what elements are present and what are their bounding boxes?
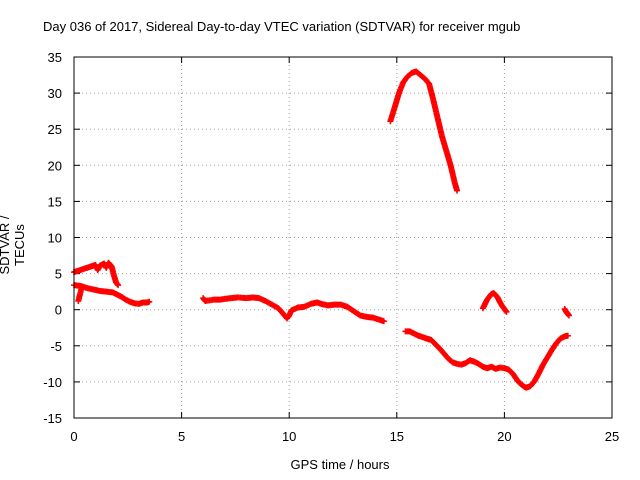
data-point [503,308,510,315]
data-point [146,298,153,305]
y-tick-label: -15 [43,411,62,426]
x-tick-label: 15 [390,429,404,444]
y-tick-label: 10 [48,231,62,246]
data-point [454,187,461,194]
series-seg-early-upper [71,259,122,289]
y-tick-label: -5 [50,339,62,354]
x-tick-label: 20 [497,429,511,444]
data-point [380,318,387,325]
x-tick-label: 0 [70,429,77,444]
data-point [564,332,571,339]
y-tick-label: 25 [48,122,62,137]
chart-title: Day 036 of 2017, Sidereal Day-to-day VTE… [43,19,521,34]
x-axis-label: GPS time / hours [290,457,390,472]
y-tick-label: 30 [48,86,62,101]
data-marks [71,68,572,391]
x-tick-label: 25 [605,429,619,444]
grid [74,57,612,418]
plot-frame [73,56,613,419]
x-tick-label: 5 [178,429,185,444]
series-seg-mid [200,294,387,325]
y-tick-label: -10 [43,375,62,390]
series-seg-bump [479,290,510,315]
y-tick-label: 15 [48,194,62,209]
data-point [115,282,122,289]
series-seg-peak [387,68,461,194]
y-tick-label: 5 [55,267,62,282]
y-tick-label: 0 [55,303,62,318]
series-seg-early-upper-b [75,285,85,305]
y-tick-label: 20 [48,158,62,173]
data-point [565,312,572,319]
series-seg-late-lower [402,328,571,391]
series-seg-tail [561,305,572,319]
series-seg-early-lower [71,282,153,307]
x-tick-label: 10 [282,429,296,444]
axis-ticks: 0 5 10 15 20 25 -15 -10 -5 0 5 10 15 20 25 30 35 [43,50,619,444]
y-tick-label: 35 [48,50,62,65]
